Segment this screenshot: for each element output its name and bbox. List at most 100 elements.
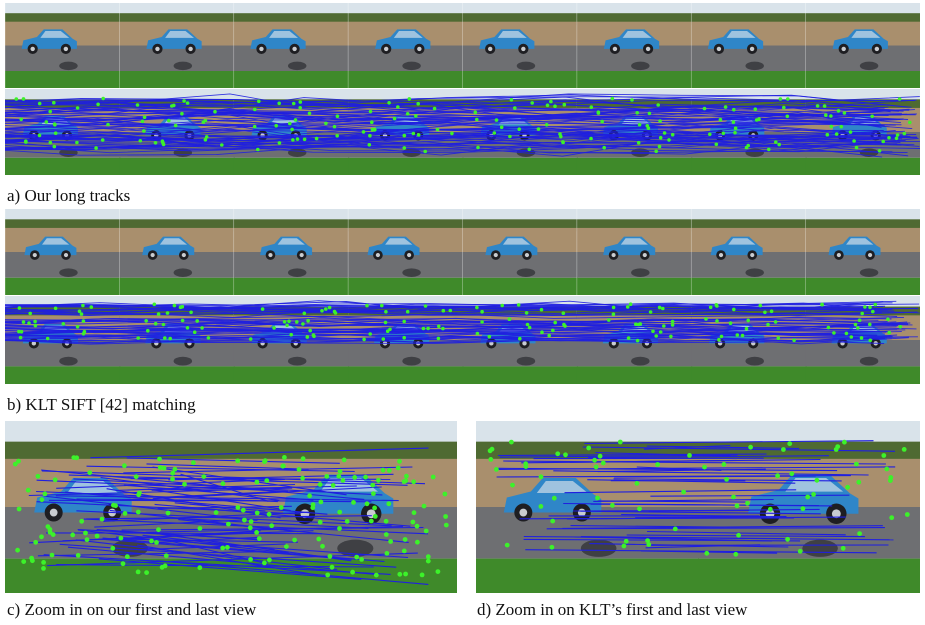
feature-point: [895, 133, 900, 137]
feature-point: [475, 305, 479, 310]
caption-c: c) Zoom in on our first and last view: [7, 600, 257, 619]
track-line: [650, 494, 850, 497]
feature-point: [510, 482, 515, 488]
feature-point: [361, 130, 366, 134]
panel-a-frames: [5, 3, 920, 88]
feature-point: [600, 460, 606, 466]
feature-point: [163, 553, 169, 559]
track-line: [142, 534, 275, 550]
panel-a-tracks: [5, 89, 920, 175]
grass: [462, 277, 578, 295]
feature-point: [316, 536, 322, 542]
feature-point: [402, 319, 407, 324]
panel-d-zoom: [476, 421, 920, 593]
feature-point: [159, 564, 165, 570]
feature-point: [800, 506, 806, 512]
feature-point: [628, 302, 633, 306]
feature-point: [672, 526, 678, 532]
feature-point: [82, 329, 87, 334]
feature-point: [42, 491, 48, 497]
feature-point: [135, 509, 141, 515]
feature-point: [645, 538, 650, 543]
feature-point: [550, 518, 556, 524]
feature-point: [292, 537, 297, 543]
feature-point: [857, 318, 862, 322]
feature-points: [17, 302, 903, 343]
feature-point: [836, 109, 841, 113]
feature-point: [367, 143, 372, 147]
manhole: [516, 268, 536, 277]
feature-point: [264, 478, 270, 483]
feature-point: [500, 303, 505, 308]
feature-point: [509, 98, 514, 102]
feature-point: [29, 555, 34, 561]
feature-point: [165, 510, 171, 516]
feature-point: [252, 124, 257, 129]
feature-point: [708, 305, 713, 309]
feature-point: [562, 322, 566, 327]
feature-point: [172, 303, 177, 308]
manhole: [859, 356, 879, 366]
feature-point: [49, 552, 55, 558]
feature-point: [298, 100, 303, 104]
feature-point: [547, 333, 551, 338]
feature-point: [146, 328, 150, 333]
feature-point: [14, 97, 19, 101]
feature-point: [180, 111, 184, 116]
feature-point: [161, 465, 167, 471]
caption-a: a) Our long tracks: [7, 186, 131, 205]
grass: [805, 366, 920, 384]
manhole: [580, 539, 617, 557]
feature-point: [84, 537, 90, 543]
feature-point: [769, 309, 774, 314]
feature-point: [859, 336, 864, 340]
feature-point: [432, 106, 437, 111]
car-hubcap: [577, 508, 586, 517]
feature-point: [291, 138, 295, 142]
car-window: [851, 31, 881, 38]
feature-point: [189, 310, 193, 315]
feature-point: [235, 505, 241, 510]
car-hubcap: [63, 46, 69, 52]
feature-point: [733, 130, 737, 135]
feature-point: [670, 132, 675, 137]
car-hubcap: [292, 46, 297, 52]
feature-point: [637, 122, 642, 127]
feature-point: [863, 305, 867, 309]
feature-point: [492, 131, 497, 135]
feature-point: [287, 319, 291, 324]
feature-point: [242, 517, 247, 523]
track-line: [36, 490, 278, 503]
feature-point: [133, 474, 139, 480]
feature-point: [330, 483, 336, 488]
feature-point: [75, 325, 80, 329]
feature-points: [12, 455, 449, 578]
feature-point: [593, 464, 599, 470]
car-hubcap: [612, 46, 618, 52]
track-line: [5, 305, 920, 314]
feature-point: [388, 327, 392, 332]
feature-point: [797, 548, 803, 554]
grass: [233, 366, 350, 384]
feature-point: [341, 457, 347, 463]
track-line: [160, 491, 277, 498]
feature-point: [448, 308, 453, 313]
car-hubcap: [716, 46, 722, 52]
feature-point: [272, 326, 276, 330]
feature-point: [337, 509, 343, 515]
feature-point: [156, 527, 161, 533]
car-hubcap: [63, 253, 69, 258]
track-line: [645, 544, 761, 549]
zoom-scene: [476, 421, 920, 593]
grass: [348, 366, 464, 384]
feature-point: [381, 337, 386, 341]
feature-point: [667, 138, 671, 142]
track-line: [75, 539, 338, 571]
feature-point: [397, 571, 403, 577]
feature-point: [335, 114, 340, 118]
feature-point: [402, 537, 408, 542]
feature-point: [262, 560, 267, 566]
feature-point: [538, 504, 544, 509]
feature-point: [79, 312, 84, 316]
grass: [119, 277, 235, 295]
